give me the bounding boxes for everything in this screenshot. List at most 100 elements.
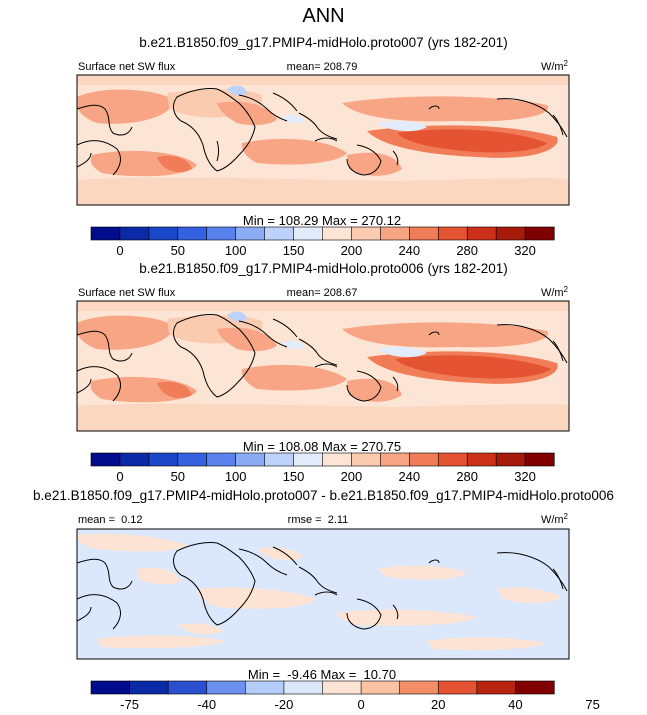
colorbar-swatch bbox=[283, 680, 324, 695]
colorbar-swatch bbox=[177, 452, 208, 467]
colorbar-tick-label: 75 bbox=[585, 697, 599, 712]
colorbar-swatch bbox=[119, 226, 150, 241]
panel-1-map bbox=[76, 74, 570, 206]
panel-2-coastlines bbox=[77, 314, 568, 402]
figure-title: ANN bbox=[302, 5, 344, 27]
panel-1-minmax-label: Min = 108.29 Max = 270.12 bbox=[243, 213, 401, 228]
colorbar-tick-label: 0 bbox=[357, 697, 364, 712]
colorbar-swatch bbox=[129, 680, 169, 695]
colorbar-tick-label: 280 bbox=[456, 469, 478, 484]
colorbar-swatch bbox=[119, 452, 150, 467]
colorbar-swatch bbox=[235, 226, 266, 241]
colorbar-tick-label: -40 bbox=[197, 697, 216, 712]
colorbar-swatch bbox=[495, 452, 526, 467]
panel-1-field-contours bbox=[77, 75, 569, 205]
panel-1-colorbar-swatches bbox=[90, 226, 555, 241]
panel-3-mean-label: mean = 0.12 bbox=[78, 514, 143, 526]
panel-3-coastlines bbox=[77, 542, 568, 630]
panel-2-colorbar-swatches bbox=[90, 452, 555, 467]
colorbar-swatch bbox=[322, 226, 353, 241]
colorbar-tick-label: 100 bbox=[225, 243, 247, 258]
panel-1-variable-label: Surface net SW flux bbox=[78, 61, 176, 73]
panel-3-title: b.e21.B1850.f09_g17.PMIP4-midHolo.proto0… bbox=[33, 488, 614, 503]
colorbar-swatch bbox=[524, 452, 555, 467]
colorbar-tick-label: 320 bbox=[514, 469, 536, 484]
colorbar-swatch bbox=[322, 452, 353, 467]
panel-3-rmse-label: rmse = 2.11 bbox=[288, 514, 349, 526]
colorbar-tick-label: 200 bbox=[341, 243, 363, 258]
colorbar-swatch bbox=[90, 226, 121, 241]
colorbar-tick-label: 100 bbox=[225, 469, 247, 484]
colorbar-tick-label: 150 bbox=[283, 243, 305, 258]
colorbar-tick-label: 320 bbox=[514, 243, 536, 258]
panel-3-field-contours bbox=[77, 533, 561, 651]
colorbar-swatch bbox=[148, 452, 179, 467]
colorbar-swatch bbox=[409, 452, 439, 467]
panel-3-map-frame bbox=[76, 528, 570, 660]
colorbar-swatch bbox=[177, 226, 208, 241]
colorbar-swatch bbox=[437, 452, 468, 467]
colorbar-tick-label: -20 bbox=[275, 697, 294, 712]
colorbar-swatch bbox=[90, 452, 121, 467]
colorbar-swatch bbox=[206, 452, 237, 467]
panel-3: b.e21.B1850.f09_g17.PMIP4-midHolo.proto0… bbox=[33, 488, 614, 712]
colorbar-swatch bbox=[466, 226, 497, 241]
colorbar-swatch bbox=[148, 226, 179, 241]
panel-2-minmax-label: Min = 108.08 Max = 270.75 bbox=[243, 439, 401, 454]
colorbar-swatch bbox=[524, 226, 555, 241]
colorbar-tick-label: 0 bbox=[116, 243, 123, 258]
colorbar-swatch bbox=[235, 452, 266, 467]
colorbar-tick-label: 240 bbox=[398, 469, 420, 484]
colorbar-swatch bbox=[437, 680, 478, 695]
colorbar-swatch bbox=[245, 680, 285, 695]
colorbar-tick-label: 50 bbox=[171, 469, 185, 484]
colorbar-swatch bbox=[466, 452, 497, 467]
colorbar-tick-label: 50 bbox=[171, 243, 185, 258]
colorbar-tick-label: 240 bbox=[398, 243, 420, 258]
panel-2-colorbar-labels: 0 50 100 150 200 240 280 320 bbox=[116, 469, 536, 484]
colorbar-swatch bbox=[351, 452, 381, 467]
colorbar-swatch bbox=[264, 226, 295, 241]
panel-2-units: W/m2 bbox=[541, 285, 569, 299]
colorbar-swatch bbox=[264, 452, 295, 467]
panel-3-map bbox=[76, 528, 570, 660]
colorbar-swatch bbox=[90, 680, 131, 695]
colorbar-swatch bbox=[515, 680, 555, 695]
panel-1-title: b.e21.B1850.f09_g17.PMIP4-midHolo.proto0… bbox=[139, 35, 507, 50]
panel-1-coastlines bbox=[77, 88, 568, 176]
colorbar-swatch bbox=[399, 680, 439, 695]
colorbar-swatch bbox=[476, 680, 517, 695]
colorbar-swatch bbox=[351, 226, 381, 241]
panel-3-colorbar-labels: -75 -40 -20 0 20 40 75 bbox=[120, 697, 600, 712]
panel-2-mean-label: mean= 208.67 bbox=[287, 287, 358, 299]
colorbar-swatch bbox=[206, 680, 246, 695]
panel-1-colorbar-labels: 0 50 100 150 200 240 280 320 bbox=[116, 243, 536, 258]
colorbar-tick-label: 0 bbox=[116, 469, 123, 484]
panel-2-field-contours bbox=[77, 301, 569, 431]
panel-2-colorbar: 0 50 100 150 200 240 280 320 bbox=[90, 452, 555, 484]
panel-1: b.e21.B1850.f09_g17.PMIP4-midHolo.proto0… bbox=[76, 35, 570, 258]
panel-3-colorbar-swatches bbox=[90, 680, 555, 695]
colorbar-swatch bbox=[322, 680, 362, 695]
colorbar-swatch bbox=[409, 226, 439, 241]
panel-1-units: W/m2 bbox=[541, 59, 569, 73]
colorbar-swatch bbox=[495, 226, 526, 241]
panel-3-units: W/m2 bbox=[541, 512, 569, 526]
colorbar-swatch bbox=[437, 226, 468, 241]
panel-2-variable-label: Surface net SW flux bbox=[78, 287, 176, 299]
colorbar-swatch bbox=[360, 680, 401, 695]
colorbar-swatch bbox=[380, 452, 410, 467]
colorbar-swatch bbox=[293, 452, 324, 467]
panel-1-colorbar: 0 50 100 150 200 240 280 320 bbox=[90, 226, 555, 258]
panel-2: b.e21.B1850.f09_g17.PMIP4-midHolo.proto0… bbox=[76, 261, 570, 484]
colorbar-tick-label: 40 bbox=[508, 697, 522, 712]
colorbar-tick-label: 20 bbox=[431, 697, 445, 712]
colorbar-swatch bbox=[206, 226, 237, 241]
colorbar-tick-label: 150 bbox=[283, 469, 305, 484]
colorbar-swatch bbox=[293, 226, 324, 241]
panel-3-minmax-label: Min = -9.46 Max = 10.70 bbox=[248, 667, 396, 682]
colorbar-tick-label: 200 bbox=[341, 469, 363, 484]
panel-2-map bbox=[76, 300, 570, 432]
colorbar-swatch bbox=[167, 680, 208, 695]
